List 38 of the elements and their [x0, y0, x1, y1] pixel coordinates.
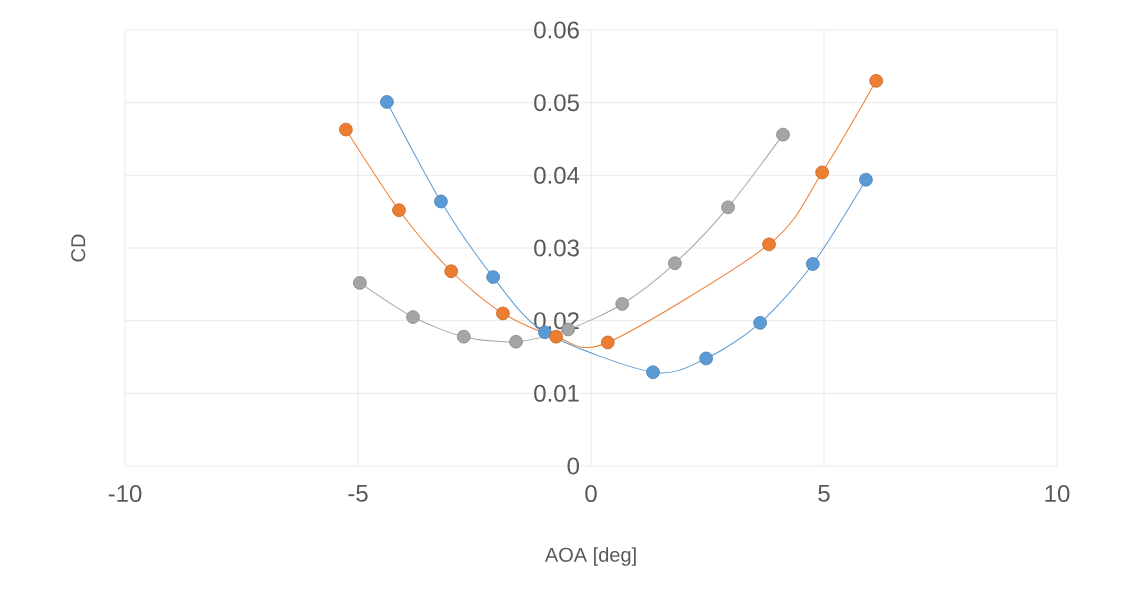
point — [380, 95, 394, 109]
x-tick-label: 0 — [585, 485, 597, 503]
point — [509, 334, 523, 349]
y-tick-label: 0.04 — [534, 166, 580, 184]
point — [353, 276, 367, 290]
point — [762, 237, 776, 252]
point — [869, 74, 883, 88]
point — [776, 127, 790, 142]
point — [600, 335, 615, 350]
point — [406, 310, 420, 324]
y-tick-label: 0.03 — [534, 239, 579, 257]
point — [434, 194, 448, 209]
y-tick-label: 0 — [567, 457, 580, 475]
point — [699, 351, 713, 366]
point — [859, 172, 873, 187]
point — [721, 200, 735, 215]
point — [549, 329, 563, 344]
point — [496, 306, 510, 321]
point — [806, 257, 820, 271]
x-tick-label: -10 — [108, 485, 142, 503]
point — [815, 165, 829, 180]
point — [392, 203, 406, 218]
x-axis-title: AOA [deg] — [544, 547, 636, 566]
y-tick-label: 0.01 — [534, 384, 579, 402]
x-tick-label: -5 — [348, 485, 368, 502]
point — [486, 270, 500, 284]
point — [753, 316, 767, 330]
y-tick-label: 0.06 — [534, 21, 579, 39]
point — [615, 297, 630, 311]
y-tick-label: 0.05 — [534, 94, 579, 112]
x-tick-label: 5 — [818, 485, 830, 502]
point — [668, 256, 682, 271]
point — [339, 122, 353, 137]
point — [444, 264, 458, 279]
x-tick-label: 10 — [1045, 485, 1070, 503]
point — [646, 365, 660, 380]
point — [456, 329, 471, 344]
y-axis-title: CD — [71, 234, 86, 262]
